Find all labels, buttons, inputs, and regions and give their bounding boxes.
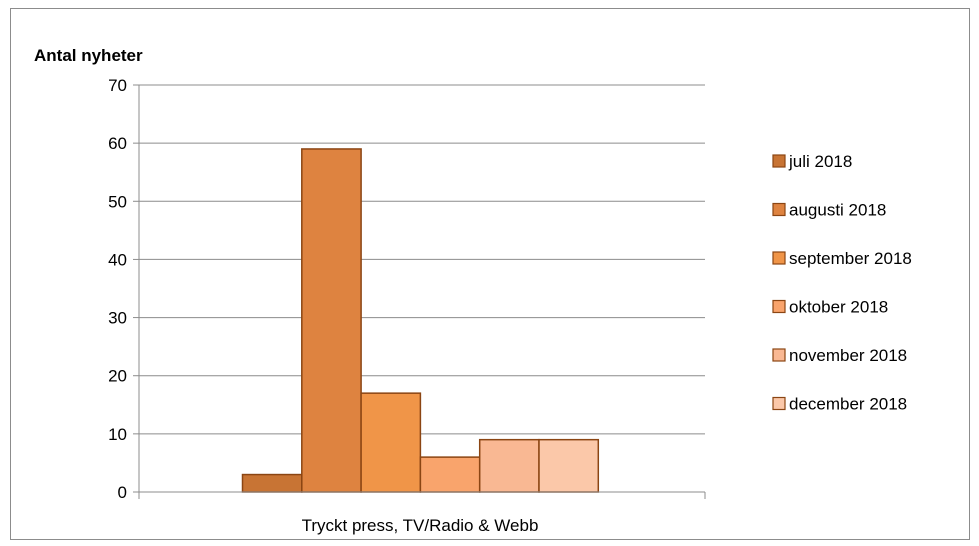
legend-swatch [772, 396, 786, 411]
y-tick-label: 50 [108, 192, 127, 211]
y-tick-label: 70 [108, 76, 127, 95]
bar-november-2018 [478, 438, 540, 493]
legend-label: augusti 2018 [789, 201, 886, 220]
bar-juli-2018 [241, 473, 303, 493]
gridlines [133, 84, 705, 493]
legend-swatch [772, 202, 786, 217]
legend: juli 2018 augusti 2018 september 2018 oktob… [772, 152, 912, 414]
y-tick-label: 10 [108, 425, 127, 444]
legend-label: december 2018 [789, 395, 907, 414]
legend-label: oktober 2018 [789, 298, 888, 317]
bar-augusti-2018 [301, 148, 362, 493]
y-tick-label: 30 [108, 309, 127, 328]
legend-swatch [772, 348, 786, 362]
bars [241, 148, 600, 493]
legend-label: november 2018 [789, 346, 907, 365]
legend-swatch [772, 154, 786, 168]
axes [138, 85, 706, 499]
y-tick-label: 0 [118, 483, 127, 502]
bar-september-2018 [360, 392, 422, 493]
legend-swatch [772, 299, 786, 314]
legend-swatch [772, 251, 786, 265]
y-tick-label: 20 [108, 367, 127, 386]
bar-december-2018 [538, 438, 600, 493]
bar-oktober-2018 [419, 456, 481, 493]
x-category-label: Tryckt press, TV/Radio & Webb [302, 516, 539, 535]
y-tick-label: 40 [108, 250, 127, 269]
y-tick-labels: 0 10 20 30 40 50 60 70 [108, 76, 127, 502]
legend-label: september 2018 [789, 249, 912, 268]
legend-label: juli 2018 [788, 152, 852, 171]
y-tick-label: 60 [108, 134, 127, 153]
y-axis-title: Antal nyheter [34, 46, 143, 65]
